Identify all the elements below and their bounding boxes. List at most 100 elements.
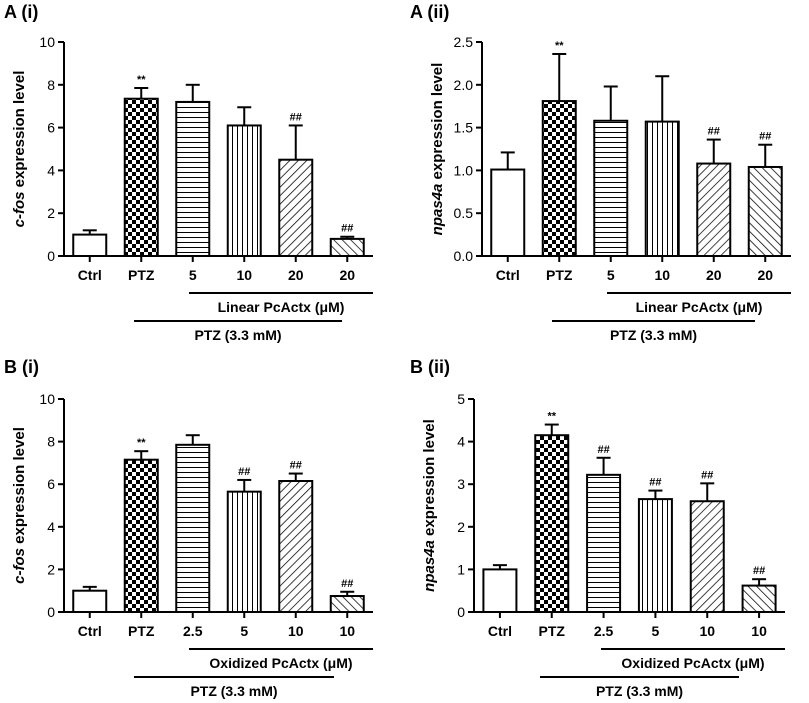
significance-label: ## xyxy=(238,466,250,478)
y-tick-label: 0 xyxy=(47,248,55,264)
x-tick-label: 5 xyxy=(240,623,248,639)
y-tick-label: 2.0 xyxy=(454,77,474,93)
bar xyxy=(123,458,159,613)
bar xyxy=(747,165,783,257)
y-tick-label: 4 xyxy=(47,519,55,535)
y-axis-label: c-fos expression level xyxy=(11,427,28,584)
y-tick-label: 1 xyxy=(457,561,465,577)
y-axis-label-gene: npas4a xyxy=(429,184,446,236)
y-tick-label: 10 xyxy=(39,391,55,407)
x-tick-label: PTZ xyxy=(539,623,566,639)
bar xyxy=(226,124,262,257)
bar xyxy=(689,500,725,613)
panel-label: A (i) xyxy=(4,2,38,22)
y-tick-label: 6 xyxy=(47,476,55,492)
y-axis-label-gene: npas4a xyxy=(421,540,438,592)
x-tick-label: Ctrl xyxy=(78,623,102,639)
y-tick-label: 2 xyxy=(47,561,55,577)
bar xyxy=(226,490,262,613)
x-tick-label: Ctrl xyxy=(496,267,520,283)
y-axis-label-gene: c-fos xyxy=(11,192,28,228)
y-tick-label: 5 xyxy=(457,391,465,407)
bracket-outer-label: PTZ (3.3 mM) xyxy=(610,327,697,343)
significance-label: ## xyxy=(759,131,771,143)
x-tick-label: PTZ xyxy=(128,623,155,639)
y-axis-label-text: expression level xyxy=(429,63,446,184)
significance-label: ## xyxy=(753,565,765,577)
bar xyxy=(741,584,777,614)
significance-label: ## xyxy=(341,223,353,235)
bar xyxy=(329,237,365,258)
bar xyxy=(534,434,570,613)
significance-label: ** xyxy=(555,40,564,52)
bracket-outer-label: PTZ (3.3 mM) xyxy=(190,683,277,699)
y-axis-label: c-fos expression level xyxy=(11,71,28,228)
y-axis-label-text: expression level xyxy=(421,419,438,540)
significance-label: ## xyxy=(290,460,302,472)
significance-label: ** xyxy=(137,74,146,86)
chart-panel-a-i: A (i) 0 2 4 6 8 10 c-fos expression level Ctrl *… xyxy=(4,2,373,343)
bar xyxy=(637,498,673,613)
significance-label: ## xyxy=(649,477,661,489)
x-tick-label: 2.5 xyxy=(183,623,203,639)
bracket-outer-label: PTZ (3.3 mM) xyxy=(194,327,281,343)
y-axis-label-text: expression level xyxy=(11,71,28,192)
y-tick-label: 0 xyxy=(47,604,55,620)
bar xyxy=(696,162,732,257)
bar xyxy=(329,595,365,614)
bracket-inner-label: Oxidized PcActx (μM) xyxy=(209,655,352,671)
chart-panel-a-ii: A (ii) 0.0 0.5 1.0 1.5 2.0 2.5 npas4a expressi… xyxy=(410,2,791,343)
x-tick-label: 10 xyxy=(339,623,355,639)
x-tick-label: Ctrl xyxy=(78,267,102,283)
bar xyxy=(278,158,314,257)
y-tick-label: 4 xyxy=(457,434,465,450)
x-tick-label: 10 xyxy=(236,267,252,283)
bracket-inner-label: Linear PcActx (μM) xyxy=(218,299,345,315)
significance-label: ## xyxy=(341,578,353,590)
y-tick-label: 2 xyxy=(47,205,55,221)
significance-label: ## xyxy=(701,469,713,481)
x-tick-label: 10 xyxy=(288,623,304,639)
x-tick-label: PTZ xyxy=(546,267,573,283)
significance-label: ** xyxy=(547,411,556,423)
bar xyxy=(541,100,577,258)
significance-label: ## xyxy=(290,111,302,123)
bar xyxy=(593,119,629,257)
y-tick-label: 1.5 xyxy=(454,120,474,136)
bar xyxy=(72,589,108,614)
x-tick-label: 5 xyxy=(652,623,660,639)
significance-label: ## xyxy=(597,444,609,456)
x-tick-label: 20 xyxy=(288,267,304,283)
chart-panel-b-i: B (i) 0 2 4 6 8 10 c-fos expression level Ctrl *… xyxy=(4,357,373,699)
y-tick-label: 2.5 xyxy=(454,34,474,50)
panel-label: B (ii) xyxy=(410,357,450,377)
bracket-inner-label: Linear PcActx (μM) xyxy=(636,299,763,315)
y-axis-label-text: expression level xyxy=(11,427,28,548)
bar xyxy=(175,443,211,614)
significance-label: ## xyxy=(708,126,720,138)
x-tick-label: 20 xyxy=(339,267,355,283)
bar xyxy=(482,568,518,614)
y-tick-label: 0 xyxy=(457,604,465,620)
bar xyxy=(72,233,108,258)
x-tick-label: 2.5 xyxy=(594,623,614,639)
y-tick-label: 0.0 xyxy=(454,248,474,264)
y-tick-label: 2 xyxy=(457,519,465,535)
y-tick-label: 8 xyxy=(47,434,55,450)
x-tick-label: 10 xyxy=(699,623,715,639)
y-tick-label: 3 xyxy=(457,476,465,492)
x-tick-label: 10 xyxy=(654,267,670,283)
y-tick-label: 8 xyxy=(47,77,55,93)
x-tick-label: PTZ xyxy=(128,267,155,283)
y-tick-label: 10 xyxy=(39,34,55,50)
bar xyxy=(644,120,680,257)
x-tick-label: 20 xyxy=(706,267,722,283)
significance-label: ** xyxy=(137,437,146,449)
y-tick-label: 4 xyxy=(47,162,55,178)
x-tick-label: Ctrl xyxy=(488,623,512,639)
y-tick-label: 1.0 xyxy=(454,162,474,178)
panel-label: A (ii) xyxy=(410,2,449,22)
y-tick-label: 6 xyxy=(47,120,55,136)
panel-label: B (i) xyxy=(4,357,39,377)
